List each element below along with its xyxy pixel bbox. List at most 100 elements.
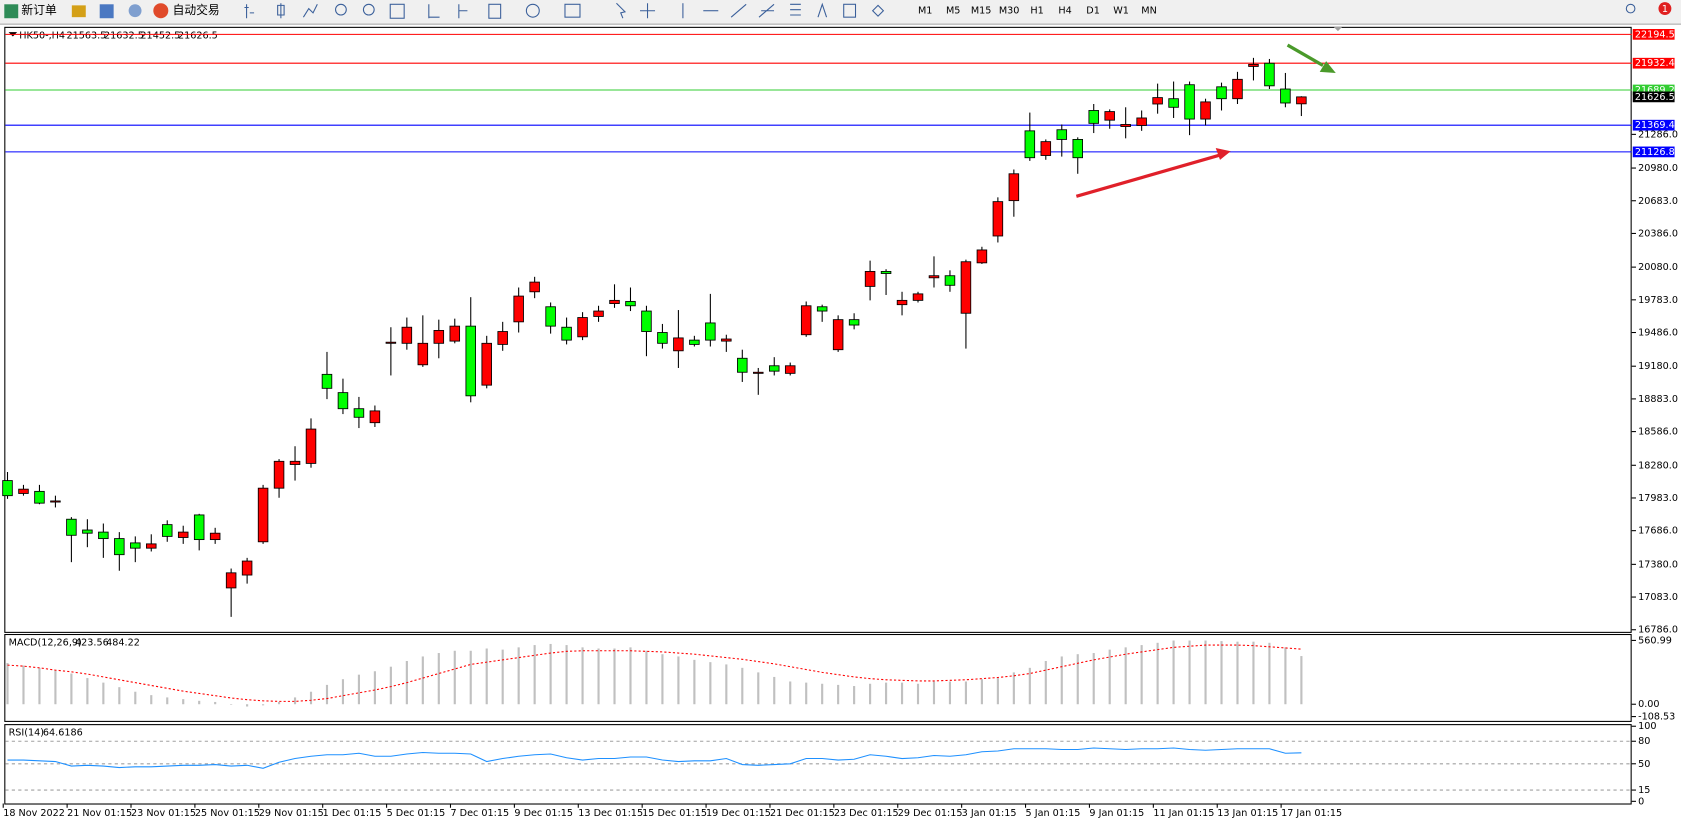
label-tool[interactable]	[843, 3, 857, 18]
channel-tool[interactable]	[758, 3, 775, 18]
candle-body	[1024, 130, 1036, 159]
rsi-value: 64.6186	[43, 728, 83, 739]
trendline-tool[interactable]	[730, 3, 747, 18]
candle-body	[1248, 63, 1259, 67]
candle-body	[705, 322, 716, 341]
candle-body	[465, 325, 476, 397]
arrows-tool[interactable]	[871, 4, 885, 17]
macd-bar	[517, 647, 520, 705]
auto-trading-button[interactable]: 自动交易	[153, 3, 220, 19]
macd-bar	[293, 697, 297, 705]
x-tick-label: 7 Dec 01:15	[450, 808, 509, 819]
candle-body	[98, 531, 109, 540]
candle-body	[513, 295, 524, 323]
timeframe-button[interactable]: W1	[1113, 6, 1129, 17]
y-tick-label: 17983.0	[1638, 493, 1678, 504]
candle-body	[369, 410, 381, 424]
candle-body	[800, 305, 812, 336]
macd-bar	[246, 704, 249, 707]
search-icon[interactable]	[1625, 3, 1636, 14]
timeframe-button[interactable]: H1	[1030, 6, 1043, 17]
indicators-tool[interactable]	[488, 3, 502, 19]
macd-bar	[996, 678, 999, 705]
candle-body	[18, 488, 29, 494]
candle-body	[784, 365, 796, 374]
auto-trading-label[interactable]: 自动交易	[173, 3, 220, 17]
line-chart-tool[interactable]	[302, 4, 318, 18]
y-tick-label: 80	[1638, 736, 1650, 747]
timeframe-button[interactable]: M5	[946, 6, 960, 17]
candle-body	[689, 339, 700, 345]
timeframe-button[interactable]: H4	[1058, 6, 1071, 17]
crosshair-tool[interactable]	[640, 3, 656, 19]
new-order-button[interactable]: 新订单	[4, 3, 57, 19]
timeframe-button[interactable]: M30	[999, 6, 1020, 17]
autoscroll-tool[interactable]	[428, 4, 440, 19]
macd-bar	[357, 674, 360, 705]
y-tick-label: 19783.0	[1638, 295, 1678, 306]
rsi-title: RSI(14)	[9, 728, 44, 739]
macd-bar	[389, 666, 392, 705]
tool-icons	[244, 2, 1636, 19]
history-icon[interactable]	[71, 5, 86, 18]
timeframe-button[interactable]: MN	[1141, 6, 1157, 17]
bar-chart-tool[interactable]	[244, 4, 255, 19]
x-tick-label: 29 Nov 01:15	[259, 808, 324, 819]
x-tick-label: 9 Jan 01:15	[1089, 808, 1144, 819]
macd-bar	[869, 683, 872, 705]
notification-badge[interactable]	[1658, 2, 1672, 16]
candle-body	[321, 373, 333, 389]
candle-body	[880, 270, 892, 274]
macd-bar	[325, 684, 329, 705]
candle-body	[848, 319, 860, 326]
candle-chart-tool[interactable]	[277, 3, 285, 19]
macd-bar	[757, 672, 760, 705]
timeframe-button[interactable]: D1	[1086, 6, 1100, 17]
macd-bar	[1012, 672, 1015, 705]
x-tick-label: 13 Dec 01:15	[578, 808, 643, 819]
candle-body	[114, 538, 125, 556]
macd-bar	[421, 656, 424, 705]
macd-bar	[1076, 654, 1079, 705]
zoom-in-tool[interactable]	[335, 3, 347, 16]
x-tick-label: 23 Dec 01:15	[834, 808, 899, 819]
candle-body	[497, 331, 508, 345]
macd-bar	[661, 654, 664, 705]
macd-bar	[1220, 641, 1223, 705]
x-tick-label: 21 Dec 01:15	[770, 808, 835, 819]
fibo-tool[interactable]	[790, 3, 801, 16]
zoom-out-tool[interactable]	[362, 3, 375, 16]
y-tick-label: -108.53	[1638, 712, 1675, 723]
macd-bar	[597, 648, 600, 705]
text-tool[interactable]	[817, 2, 828, 18]
timeframe-button[interactable]: M15	[971, 6, 992, 17]
new-order-label[interactable]: 新订单	[21, 3, 57, 17]
y-tick-label: 0	[1638, 796, 1644, 807]
cursor-tool[interactable]	[616, 2, 627, 19]
candle-body	[816, 306, 828, 312]
tile-tool[interactable]	[389, 3, 405, 19]
macd-bar	[1204, 640, 1207, 705]
candle-body	[1216, 86, 1227, 100]
y-tick-label: 17380.0	[1638, 559, 1678, 570]
periods-tool[interactable]	[525, 3, 540, 18]
macd-signal-line	[7, 644, 1302, 702]
candle-body	[177, 531, 189, 538]
macd-bar	[565, 645, 568, 705]
candle-body	[992, 201, 1004, 237]
signals-icon[interactable]	[128, 4, 142, 18]
candle-body	[976, 249, 988, 264]
symbol-title: HK50-,H4	[19, 30, 65, 41]
templates-tool[interactable]	[564, 3, 581, 18]
shift-tool[interactable]	[458, 4, 468, 19]
timeframe-button[interactable]: M1	[918, 6, 932, 17]
y-tick-label: 19486.0	[1638, 328, 1678, 339]
toolbar	[0, 0, 1681, 24]
market-watch-icon[interactable]	[99, 4, 114, 19]
x-tick-label: 18 Nov 2022	[3, 808, 65, 819]
macd-bar	[789, 681, 792, 705]
candle-body	[1120, 124, 1131, 127]
macd-bar	[1300, 656, 1303, 705]
macd-bar	[1028, 667, 1031, 705]
